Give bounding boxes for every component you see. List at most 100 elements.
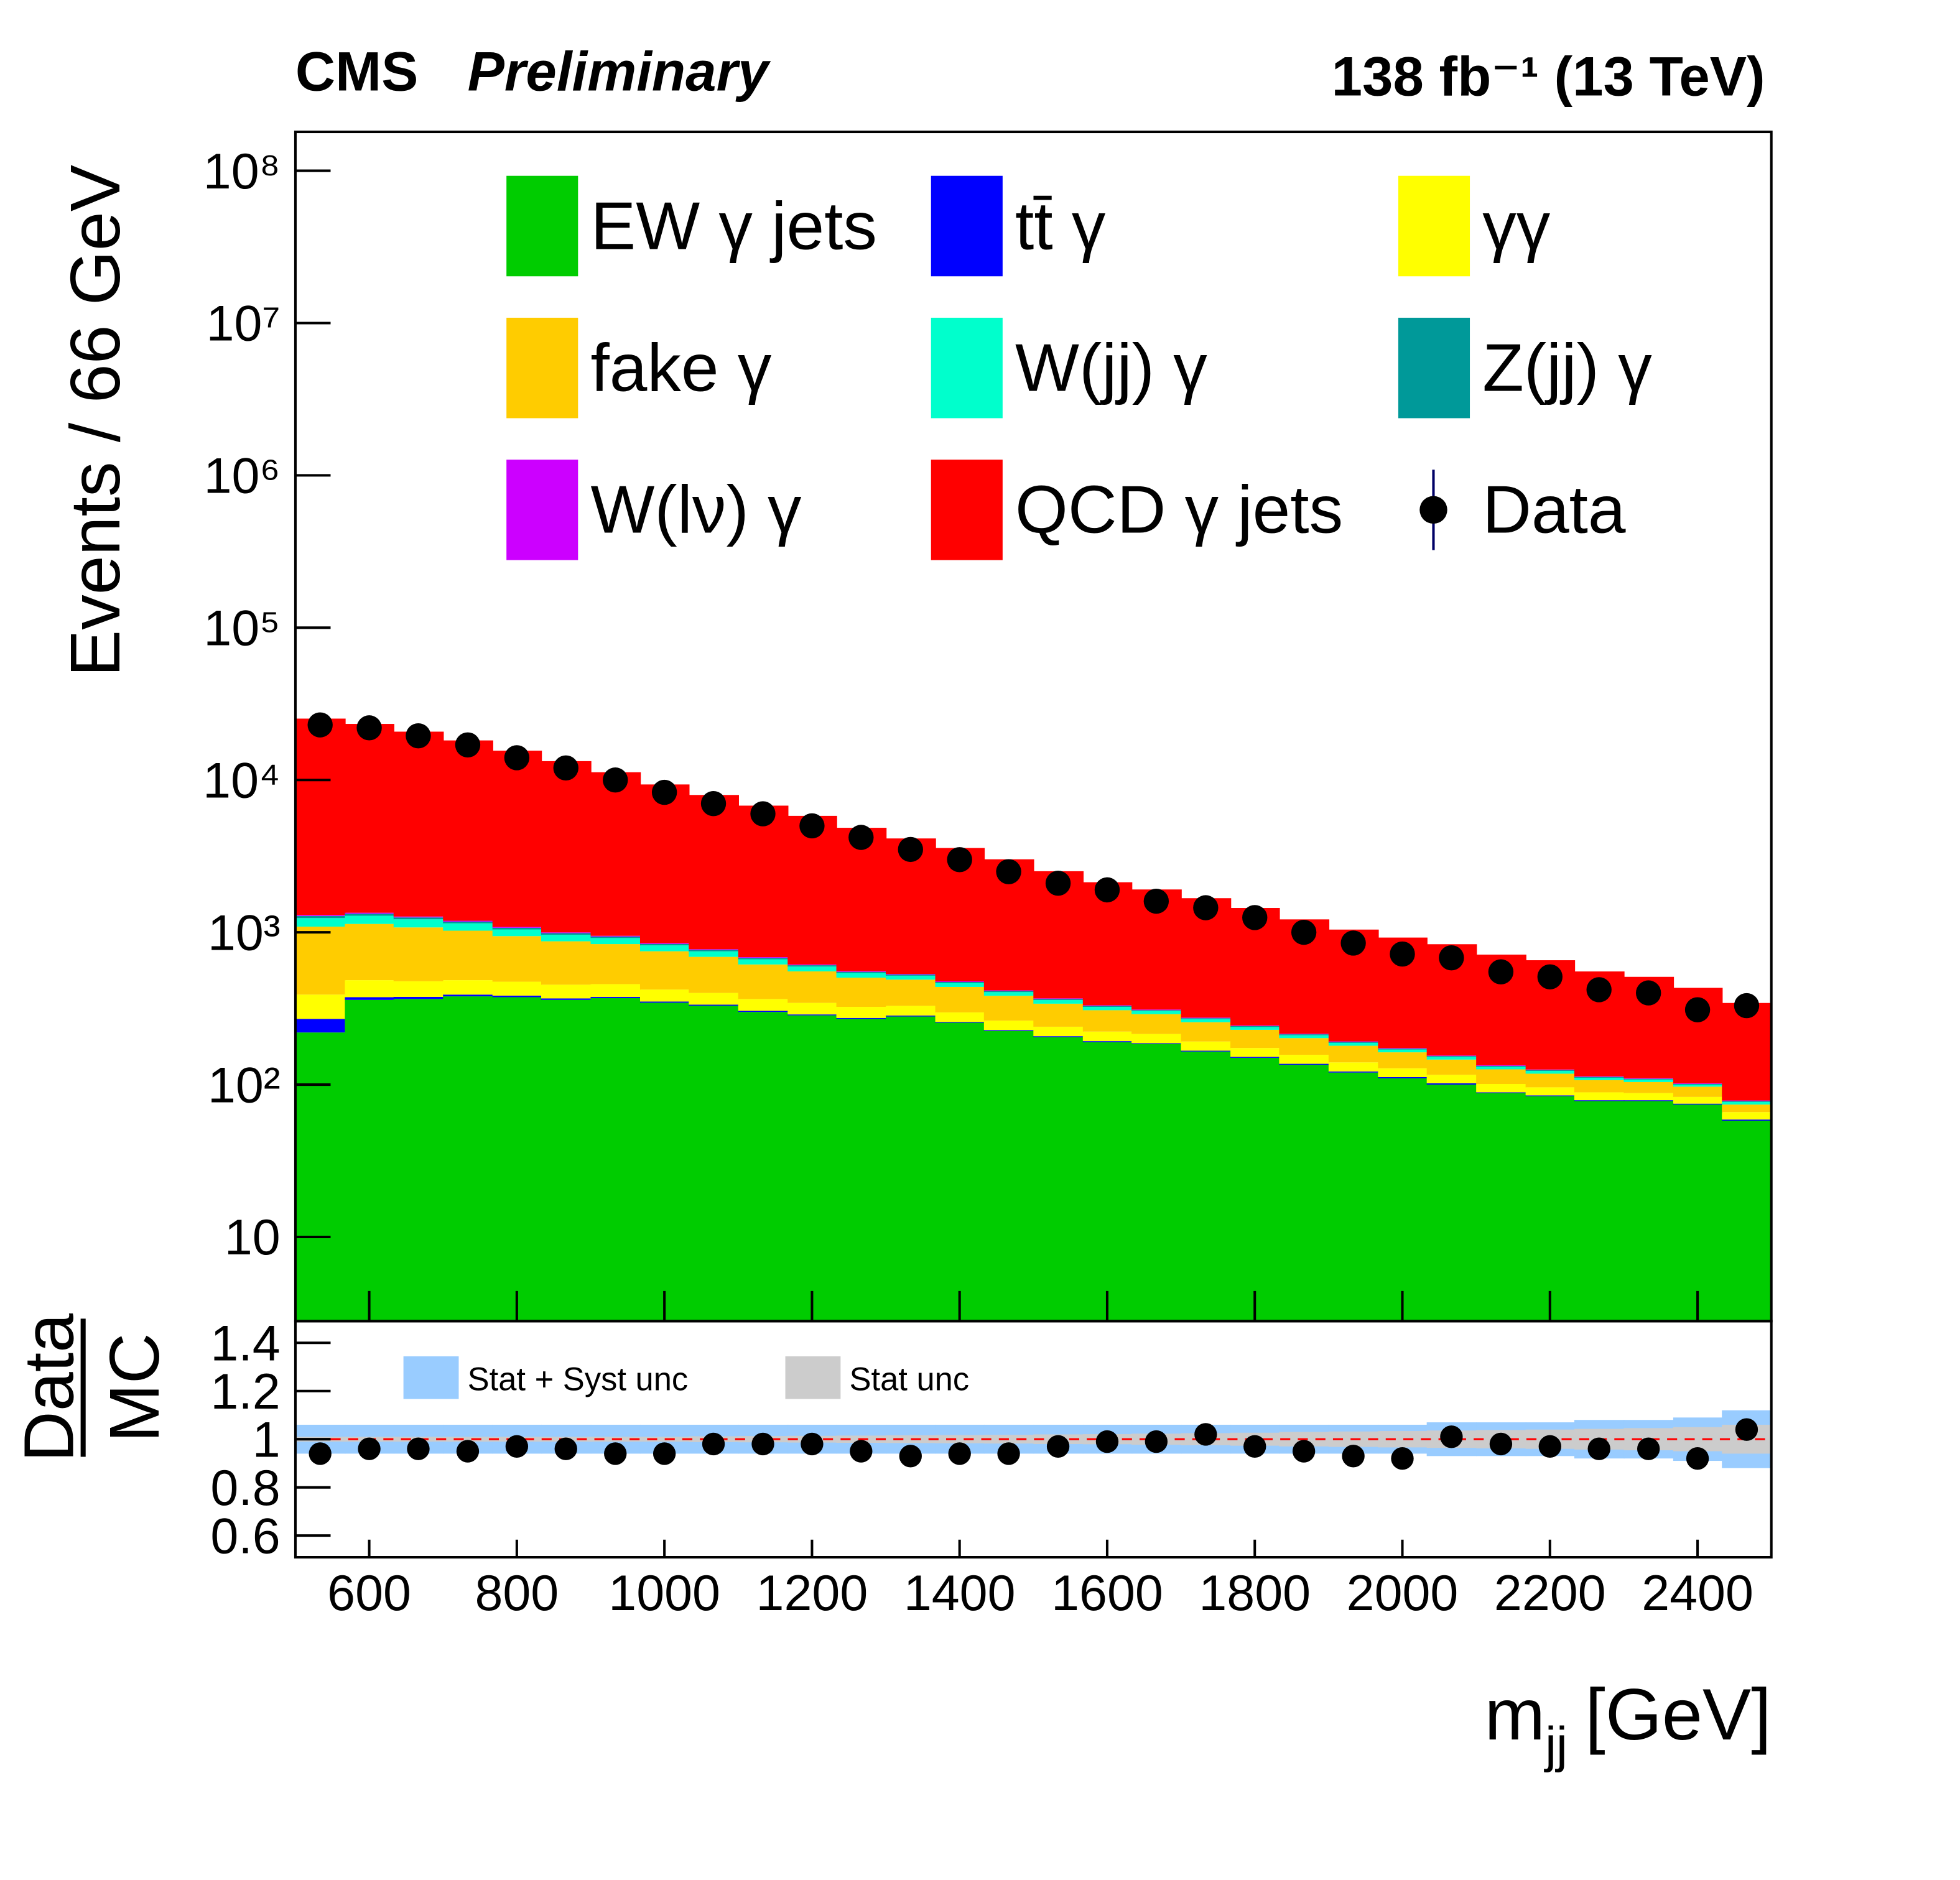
stack-bar <box>1181 1041 1232 1051</box>
stack-bar <box>393 917 444 920</box>
stack-bar <box>443 740 493 921</box>
stack-bar <box>836 1017 887 1019</box>
y-tick-label: 10⁶ <box>204 448 281 504</box>
stack-bar <box>1378 1052 1428 1068</box>
data-point <box>504 745 530 771</box>
stack-bar <box>295 926 346 995</box>
stack-bar <box>590 936 641 938</box>
stack-bar <box>1279 1038 1330 1055</box>
data-point <box>996 859 1021 884</box>
stack-bar <box>1230 1026 1280 1027</box>
stack-bar <box>492 995 542 998</box>
x-tick-label: 1600 <box>1051 1565 1163 1621</box>
stack-bar <box>886 1016 936 1322</box>
stack-bar <box>1722 1003 1772 1101</box>
stack-bar <box>787 815 837 965</box>
y-tick-label: 10³ <box>208 905 281 961</box>
stack-bar <box>886 979 936 1006</box>
stack-bar <box>295 918 346 927</box>
stack-bar <box>836 1007 887 1018</box>
stack-bar <box>639 945 690 952</box>
ratio-point <box>1538 1435 1561 1458</box>
x-tick-label: 800 <box>475 1565 559 1621</box>
stack-bar <box>1279 1035 1330 1039</box>
stack-bar <box>393 916 444 918</box>
stack-bar <box>1378 1048 1428 1049</box>
stack-bar <box>935 1012 985 1022</box>
stack-bar <box>1279 1063 1330 1065</box>
stack-bar <box>1082 1006 1133 1007</box>
unc-band <box>935 1435 985 1443</box>
stack-bar <box>443 996 493 1322</box>
legend-swatch <box>1398 175 1470 277</box>
data-point <box>700 790 727 817</box>
stack-bar <box>738 957 789 958</box>
ratio-point <box>1095 1430 1119 1453</box>
stack-bar <box>295 915 346 916</box>
data-point <box>1340 930 1366 956</box>
data-point <box>1143 888 1169 914</box>
ratio-legend-label: Stat unc <box>849 1361 969 1397</box>
stack-bar <box>1131 1034 1182 1044</box>
legend-swatch <box>931 460 1003 560</box>
stack-bar <box>1230 1027 1280 1030</box>
data-point <box>1193 895 1219 920</box>
stack-bar <box>345 999 394 1322</box>
stack-bar <box>787 971 837 1003</box>
ratio-legend-swatch <box>403 1356 459 1399</box>
stack-bar <box>345 924 394 981</box>
stack-bar <box>1082 1010 1133 1032</box>
stack-bar <box>836 973 887 978</box>
stack-bar <box>1673 1086 1723 1097</box>
stack-bar <box>787 1014 837 1016</box>
stack-bar <box>1426 1085 1477 1322</box>
status: Preliminary <box>468 40 772 102</box>
stack-bar <box>1033 999 1084 1001</box>
stack-bar <box>787 1003 837 1015</box>
stack-bar <box>639 943 690 946</box>
stack-bar <box>1722 1121 1772 1322</box>
stack-bar <box>983 996 1034 1021</box>
stack-bar <box>1131 1010 1182 1011</box>
stack-bar <box>1476 1069 1526 1085</box>
ratio-point <box>850 1440 873 1463</box>
stack-bar <box>590 998 641 1322</box>
stack-bar <box>492 929 542 937</box>
data-point <box>1439 945 1464 971</box>
stack-bar <box>1525 1071 1576 1074</box>
y-tick-label: 10⁸ <box>203 144 281 200</box>
stack-bar <box>983 1030 1034 1322</box>
ratio-point <box>1292 1440 1316 1463</box>
stack-bar <box>935 982 985 983</box>
x-tick-label: 1200 <box>756 1565 868 1621</box>
legend-swatch <box>506 317 578 419</box>
stack-bar <box>983 991 1034 993</box>
stack-bar <box>541 932 592 933</box>
data-point <box>1488 959 1514 984</box>
stack-bar <box>639 784 690 943</box>
stack-bar <box>345 724 394 913</box>
stack-bar <box>590 984 641 997</box>
stack-bar <box>983 990 1034 991</box>
legend-swatch <box>506 460 578 560</box>
legend-swatch <box>931 317 1003 419</box>
stack-bar <box>689 951 739 957</box>
stack-bar <box>1131 1011 1182 1014</box>
stack-bar <box>492 981 542 996</box>
stack-bar <box>443 980 493 995</box>
data-point <box>947 847 972 873</box>
ratio-point <box>358 1437 381 1460</box>
stack-bar <box>886 975 936 980</box>
unc-band <box>886 1435 936 1443</box>
stack-bar <box>1426 1055 1477 1057</box>
ratio-point <box>1440 1425 1463 1448</box>
stack-bar <box>836 971 887 973</box>
lumi: 138 fb⁻¹ (13 TeV) <box>1332 45 1765 107</box>
stack-bar <box>689 993 739 1005</box>
experiment: CMS <box>295 40 418 102</box>
data-point <box>553 755 578 781</box>
stack-bar <box>1426 1059 1477 1075</box>
data-point <box>1291 919 1317 945</box>
stack-bar <box>1279 1055 1330 1064</box>
